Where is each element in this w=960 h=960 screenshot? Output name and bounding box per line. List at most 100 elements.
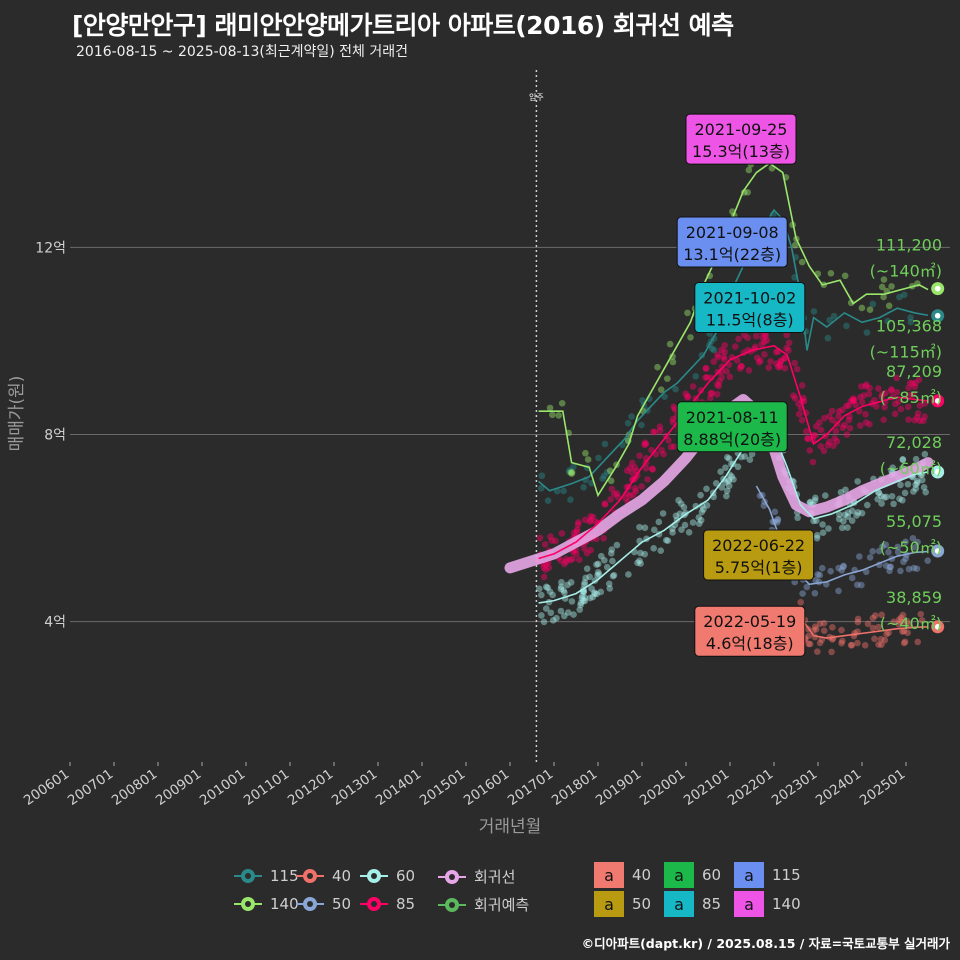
legend-label: 회귀선	[474, 868, 516, 886]
scatter-point-115	[624, 419, 632, 427]
scatter-point-60	[544, 584, 551, 591]
scatter-point-50	[866, 554, 874, 561]
scatter-point-85	[626, 492, 634, 500]
scatter-point-140	[687, 334, 694, 341]
scatter-point-50	[882, 562, 890, 569]
scatter-point-85	[783, 344, 790, 352]
scatter-point-60	[819, 529, 827, 537]
scatter-point-140	[558, 399, 566, 407]
scatter-point-60	[669, 529, 676, 536]
scatter-point-85	[880, 416, 887, 424]
legend-box-label: 115	[772, 866, 801, 884]
scatter-point-60	[712, 480, 720, 487]
scatter-point-85	[575, 519, 582, 526]
scatter-point-85	[629, 491, 637, 498]
scatter-point-50	[853, 581, 861, 589]
scatter-point-115	[863, 329, 871, 336]
scatter-point-85	[798, 382, 806, 389]
scatter-point-85	[785, 347, 792, 354]
x-tick-label: 202501	[857, 766, 908, 809]
endpoint-area-40: (~40㎡)	[880, 614, 942, 633]
scatter-point-85	[862, 410, 869, 418]
scatter-point-60	[591, 590, 599, 598]
scatter-point-60	[848, 507, 856, 515]
scatter-point-40	[812, 626, 820, 633]
scatter-point-60	[598, 552, 605, 560]
scatter-point-60	[568, 598, 576, 605]
scatter-point-60	[589, 593, 597, 601]
legend-box-label: 85	[702, 895, 722, 913]
series-line-85	[538, 344, 929, 560]
scatter-point-85	[832, 427, 840, 435]
scatter-point-60	[806, 499, 814, 507]
scatter-point-85	[684, 393, 692, 400]
legend-item-140: 140	[232, 894, 299, 914]
scatter-point-85	[909, 391, 917, 398]
annotation-box-40	[694, 605, 806, 657]
scatter-point-60	[586, 573, 593, 581]
scatter-point-60	[607, 550, 615, 557]
endpoint-center-140	[934, 285, 941, 292]
scatter-point-40	[838, 639, 845, 647]
scatter-point-85	[641, 439, 649, 447]
annotation-date-115: 2021-09-08	[686, 223, 779, 242]
scatter-point-115	[843, 322, 850, 330]
scatter-point-140	[745, 166, 753, 174]
scatter-point-85	[828, 407, 836, 415]
scatter-point-40	[875, 623, 882, 631]
scatter-point-85	[558, 530, 566, 537]
scatter-point-40	[869, 624, 877, 632]
scatter-point-85	[716, 377, 723, 385]
scatter-point-60	[697, 516, 705, 524]
endpoint-price-85: 87,209	[886, 362, 942, 381]
scatter-point-85	[721, 348, 728, 356]
scatter-point-50	[886, 567, 893, 575]
scatter-point-85	[641, 441, 648, 449]
scatter-point-60	[878, 492, 885, 500]
scatter-point-60	[553, 614, 560, 622]
scatter-point-60	[634, 559, 641, 567]
scatter-point-85	[791, 359, 798, 367]
scatter-point-40	[797, 598, 804, 606]
scatter-point-85	[581, 516, 589, 524]
scatter-point-60	[577, 599, 585, 607]
scatter-point-85	[708, 389, 716, 397]
scatter-point-60	[591, 589, 598, 596]
scatter-point-40	[881, 636, 889, 644]
endpoint-area-140: (~140㎡)	[870, 262, 942, 281]
scatter-point-60	[840, 518, 847, 525]
scatter-point-140	[885, 302, 893, 310]
scatter-point-85	[846, 424, 854, 432]
y-axis-title: 매매가(원)	[7, 376, 27, 452]
scatter-point-40	[820, 619, 828, 627]
scatter-point-85	[835, 408, 843, 415]
scatter-point-85	[715, 382, 723, 390]
scatter-point-85	[623, 467, 631, 474]
scatter-point-40	[854, 615, 862, 623]
scatter-point-60	[558, 578, 565, 586]
x-tick-label: 201501	[417, 766, 468, 809]
scatter-point-60	[724, 453, 731, 461]
scatter-point-85	[839, 406, 846, 414]
scatter-point-60	[920, 483, 928, 491]
legend-box-swatch: a	[594, 891, 624, 917]
scatter-point-115	[661, 393, 668, 400]
scatter-point-85	[804, 435, 812, 443]
x-tick-label: 201001	[197, 766, 248, 809]
scatter-point-85	[891, 400, 899, 408]
legend-label: 40	[332, 867, 352, 885]
scatter-point-60	[547, 609, 555, 617]
scatter-point-115	[599, 475, 606, 482]
scatter-point-60	[595, 571, 603, 578]
scatter-point-40	[854, 639, 861, 647]
scatter-point-85	[632, 487, 640, 495]
scatter-point-60	[741, 453, 749, 460]
scatter-point-85	[669, 415, 677, 423]
scatter-point-50	[894, 548, 902, 556]
scatter-point-40	[897, 614, 905, 622]
scatter-point-115	[907, 318, 915, 326]
scatter-point-60	[538, 612, 545, 619]
scatter-point-60	[657, 547, 665, 554]
scatter-point-85	[660, 450, 667, 458]
annotation-price-50: 5.75억(1층)	[715, 558, 803, 577]
